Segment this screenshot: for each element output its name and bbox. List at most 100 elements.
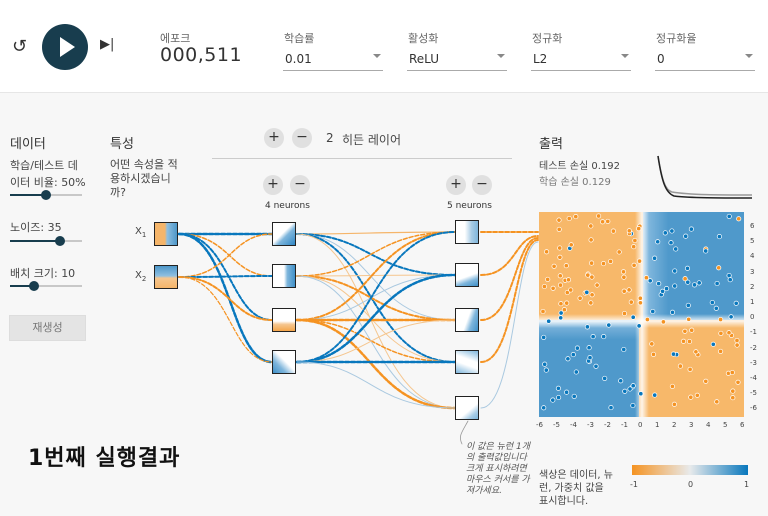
data-point [545, 276, 551, 282]
data-point [608, 258, 614, 264]
data-point [730, 388, 736, 394]
data-point [541, 334, 547, 340]
data-point [605, 218, 611, 224]
data-point [630, 402, 636, 409]
data-point [718, 348, 724, 354]
data-point [600, 219, 606, 225]
y-tick-label: 5 [750, 237, 755, 246]
data-point [644, 316, 650, 323]
data-point [586, 345, 592, 351]
neuron-l1-1[interactable] [272, 222, 296, 246]
feature-x2-label: X2 [135, 270, 147, 283]
neuron-l1-4[interactable] [272, 350, 296, 374]
data-point [647, 278, 653, 284]
data-point [736, 216, 742, 222]
output-title: 출력 [539, 137, 563, 152]
data-point [542, 361, 548, 367]
data-point [662, 230, 668, 236]
data-point [602, 375, 608, 381]
add-neuron-layer1-button[interactable]: + [263, 175, 283, 195]
layer2-neuron-count: 5 neurons [447, 201, 492, 211]
learning-rate-select[interactable]: 0.01 [283, 48, 383, 71]
regenerate-button[interactable]: 재생성 [9, 315, 86, 341]
neuron-l2-5[interactable] [455, 396, 479, 420]
neuron-l1-2[interactable] [272, 264, 296, 288]
neuron-l2-3[interactable] [455, 308, 479, 332]
remove-neuron-layer1-button[interactable]: − [290, 175, 310, 195]
data-point [584, 289, 590, 295]
data-point [726, 272, 732, 279]
chevron-down-icon [621, 54, 629, 58]
data-point [540, 308, 546, 315]
data-point [652, 255, 658, 261]
slider-track [60, 240, 82, 242]
regularization-select[interactable]: L2 [531, 48, 631, 71]
data-point [570, 352, 576, 358]
layer1-neuron-count: 4 neurons [265, 201, 310, 211]
data-point [730, 395, 736, 401]
regularization-value: L2 [533, 52, 548, 66]
data-point [671, 401, 677, 407]
color-note-1: 색상은 데이터, 뉴 [539, 470, 613, 481]
add-layer-button[interactable]: + [264, 128, 284, 148]
test-loss-value: 0.192 [591, 161, 621, 172]
data-point [556, 226, 562, 232]
slider-knob[interactable] [55, 236, 66, 246]
data-point [682, 276, 688, 282]
data-point [650, 308, 656, 315]
data-point [668, 240, 674, 246]
data-point [691, 282, 698, 288]
data-point [630, 383, 636, 389]
batch-size-slider[interactable] [10, 281, 82, 291]
epoch-value: 000,511 [160, 44, 243, 66]
data-points [540, 213, 742, 411]
feature-x1-thumbnail[interactable] [154, 222, 178, 246]
y-tick-label: -3 [750, 358, 757, 367]
remove-neuron-layer2-button[interactable]: − [472, 175, 492, 195]
data-point [650, 351, 657, 357]
play-button[interactable] [42, 24, 88, 70]
slider-knob[interactable] [28, 281, 39, 291]
hidden-layer-label: 히든 레이어 [342, 133, 402, 147]
x-tick-label: 6 [740, 421, 745, 429]
train-loss-value: 0.129 [582, 177, 611, 188]
data-point [709, 299, 715, 306]
data-point [673, 246, 679, 252]
neuron-l2-4[interactable] [455, 350, 479, 374]
data-point [621, 274, 627, 280]
data-point [687, 366, 693, 372]
reg-rate-select[interactable]: 0 [655, 48, 755, 71]
data-point [620, 269, 627, 275]
data-point [590, 334, 596, 340]
data-point [727, 277, 733, 283]
data-point [608, 405, 614, 411]
data-point [716, 234, 722, 240]
data-point [544, 249, 550, 255]
hidden-layer-count: 2 [326, 131, 334, 145]
noise-slider[interactable] [10, 236, 82, 246]
data-point [636, 226, 642, 232]
data-point [584, 324, 590, 330]
neuron-hint-note: 이 값은 뉴런 1개 의 출력값입니다 크게 표시하려면 마우스 커서를 가 져가세요. [466, 442, 530, 496]
data-point [637, 300, 643, 306]
train-test-ratio-slider[interactable] [10, 190, 82, 200]
activation-select[interactable]: ReLU [407, 48, 507, 71]
neuron-l2-1[interactable] [455, 220, 479, 244]
data-point [718, 330, 724, 336]
neuron-l1-3[interactable] [272, 308, 296, 332]
feature-x2-thumbnail[interactable] [154, 265, 178, 289]
data-point [672, 283, 678, 289]
data-point [593, 363, 599, 369]
data-point [714, 280, 720, 287]
data-point [726, 330, 732, 336]
slider-knob[interactable] [41, 190, 51, 200]
remove-layer-button[interactable]: − [292, 128, 312, 148]
output-heatmap[interactable] [539, 212, 744, 417]
step-icon[interactable]: ▶| [100, 37, 115, 52]
neuron-l2-2[interactable] [455, 263, 479, 287]
add-neuron-layer2-button[interactable]: + [446, 175, 466, 195]
heatmap-boundary-h [539, 314, 744, 328]
data-point [621, 346, 627, 353]
data-point [565, 356, 571, 362]
reset-icon[interactable]: ↺ [12, 36, 28, 57]
